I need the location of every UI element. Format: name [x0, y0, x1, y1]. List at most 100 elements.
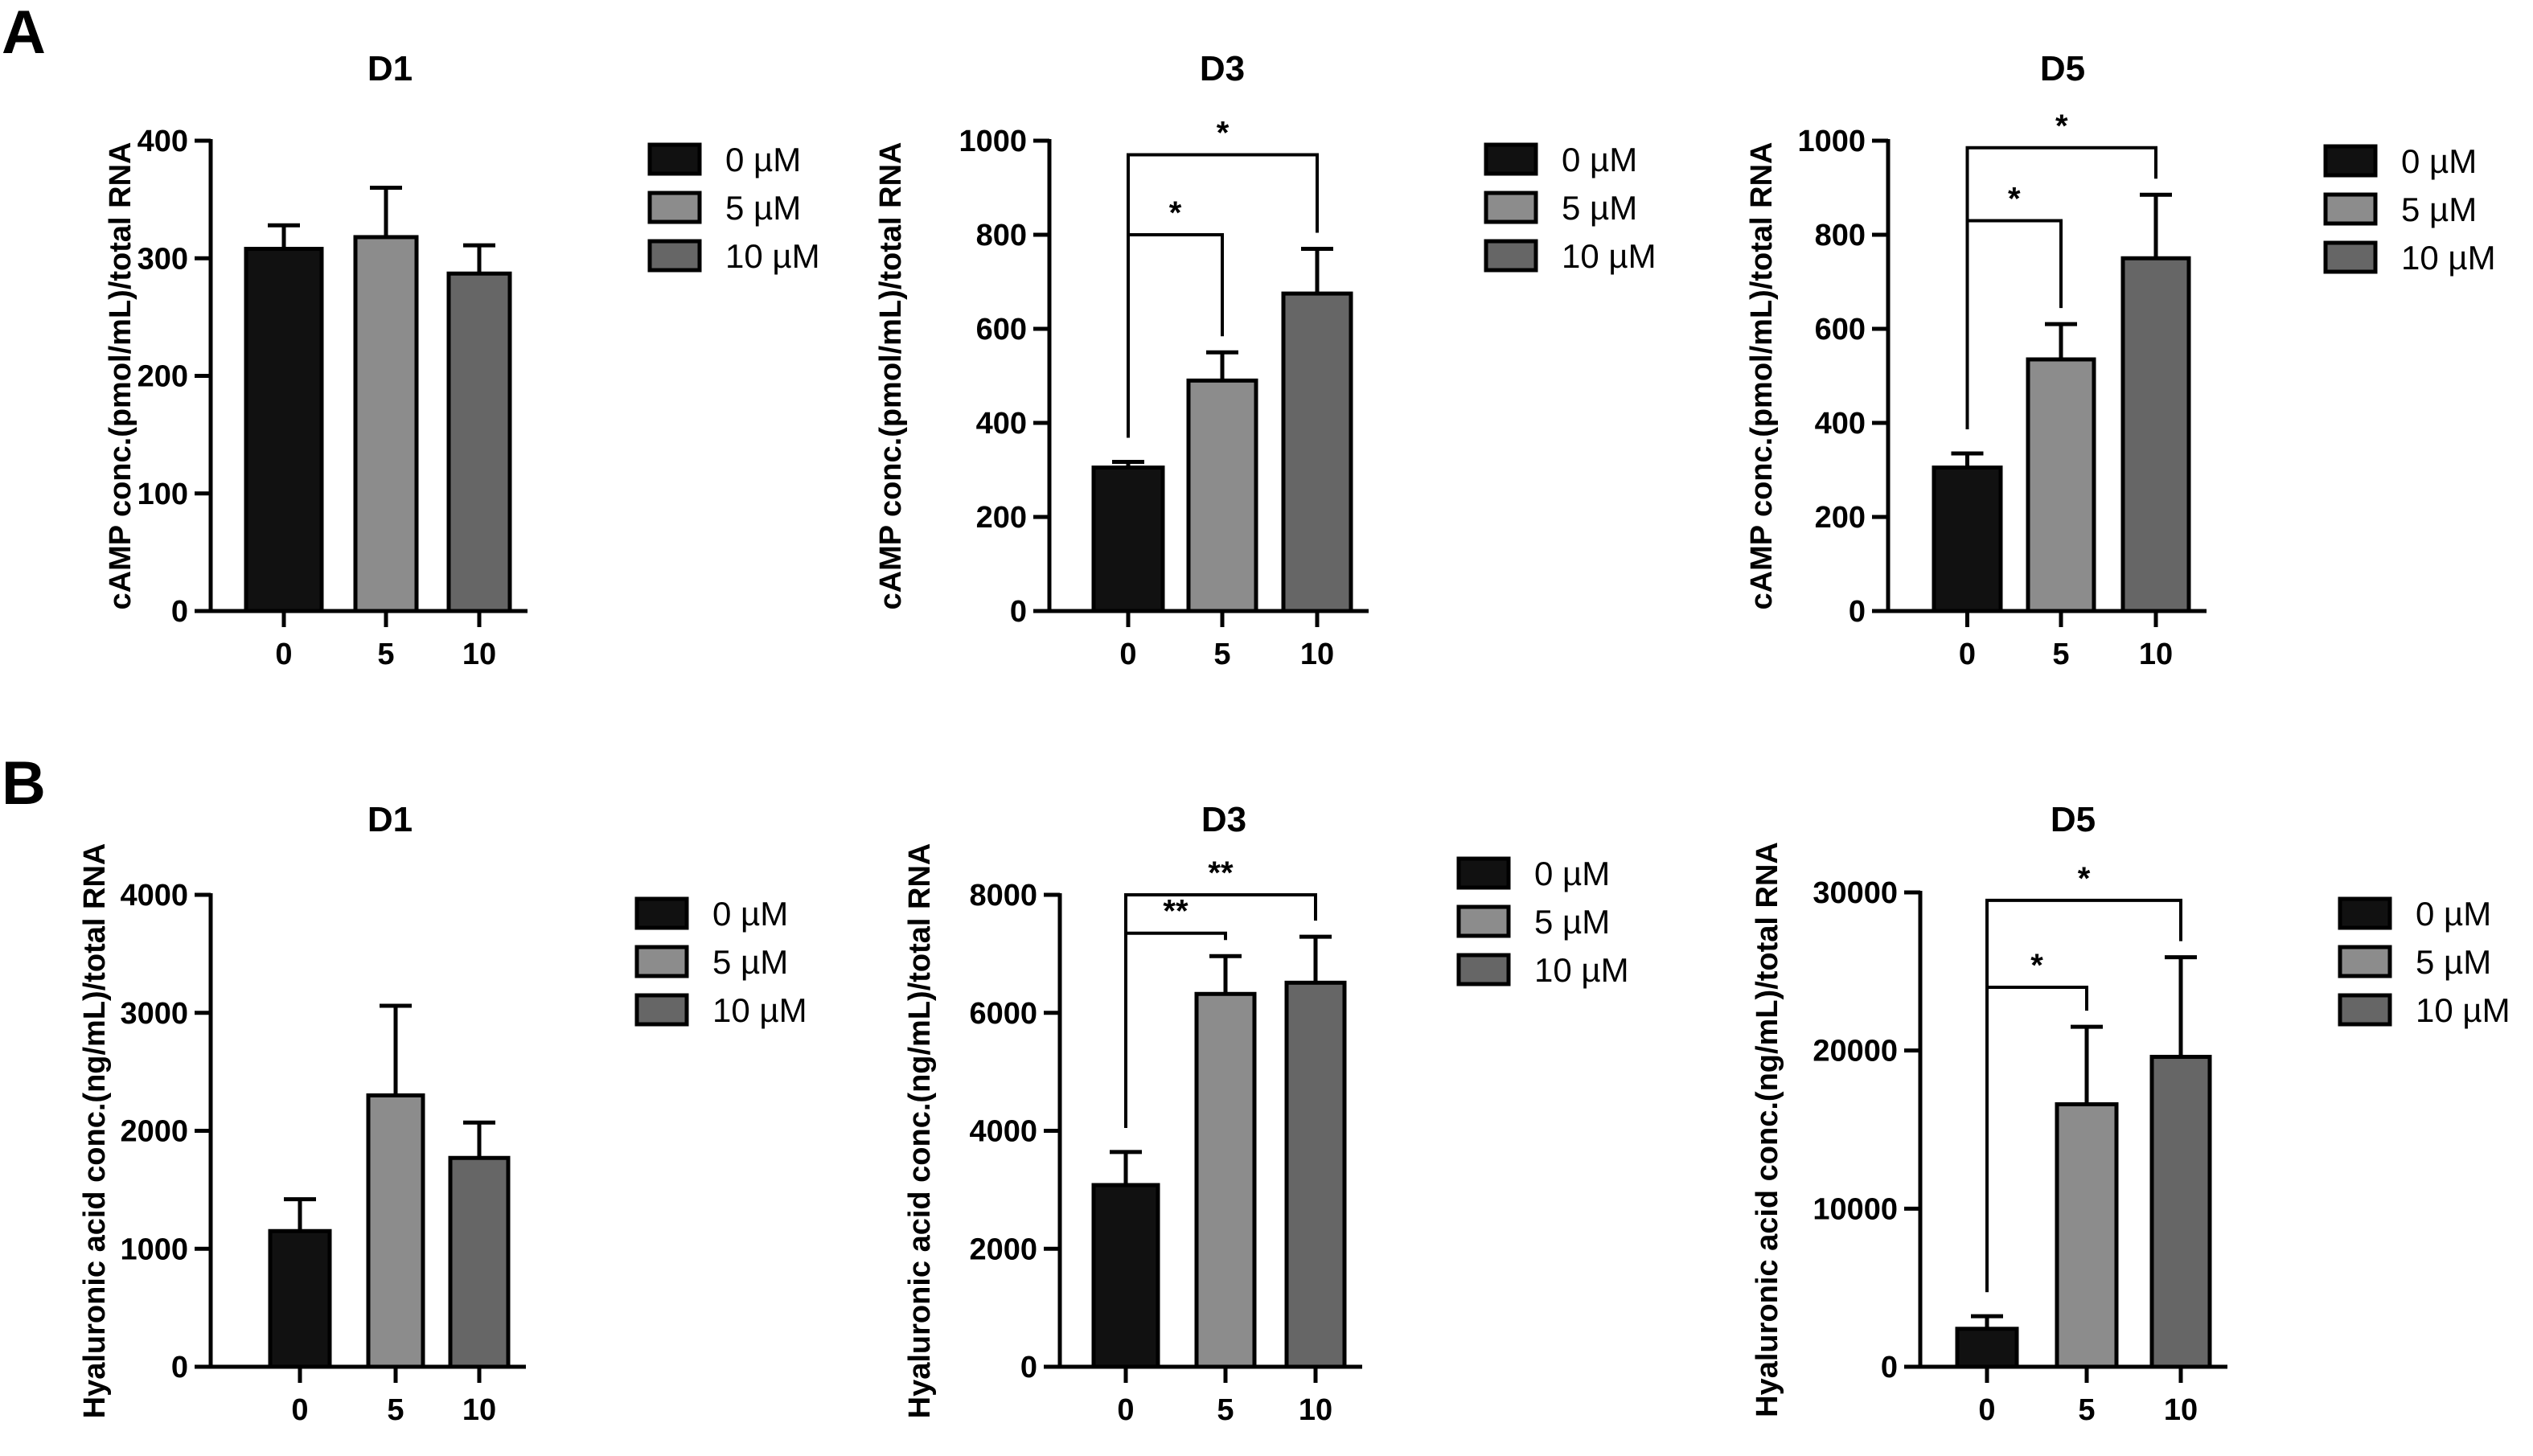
legend-label: 0 µM — [1534, 855, 1610, 892]
y-tick-label: 200 — [138, 360, 188, 394]
x-tick-label: 0 — [1959, 638, 1976, 671]
legend-label: 10 µM — [2401, 239, 2496, 277]
y-tick-label: 30000 — [1813, 876, 1898, 910]
y-axis-label: Hyaluronic acid conc.(ng/mL)/total RNA — [78, 843, 112, 1419]
y-tick-label: 20000 — [1813, 1035, 1898, 1068]
legend-swatch — [634, 896, 689, 930]
x-tick-label: 10 — [2139, 638, 2173, 671]
legend-label: 10 µM — [712, 991, 807, 1029]
legend-label: 10 µM — [1562, 237, 1657, 275]
significance-label: * — [1217, 116, 1230, 151]
y-tick-label: 0 — [171, 1351, 188, 1384]
legend-label: 10 µM — [725, 237, 820, 275]
y-tick-label: 300 — [138, 242, 188, 276]
legend-label: 0 µM — [2401, 142, 2477, 180]
x-tick-label: 0 — [1119, 638, 1136, 671]
y-tick-label: 0 — [1881, 1351, 1898, 1384]
bar-0 — [268, 1228, 332, 1369]
legend-label: 5 µM — [712, 943, 788, 981]
legend-swatch — [2338, 896, 2392, 930]
y-tick-label: 200 — [1815, 501, 1866, 535]
legend-swatch — [647, 191, 702, 224]
significance-label: * — [2030, 948, 2043, 983]
significance-bracket — [1124, 893, 1317, 1128]
bar-10 — [1281, 291, 1353, 613]
y-tick-label: 200 — [976, 501, 1027, 535]
legend-swatch — [647, 142, 702, 176]
legend-label: 0 µM — [1562, 141, 1637, 178]
y-tick-label: 600 — [1815, 313, 1866, 347]
panel-letter-a: A — [2, 0, 46, 67]
significance-bracket — [1127, 153, 1319, 438]
legend-label: 0 µM — [712, 895, 788, 933]
y-tick-label: 1000 — [120, 1232, 188, 1266]
bar-5 — [1186, 378, 1258, 613]
x-tick-label: 5 — [1217, 1393, 1234, 1427]
bar-0 — [1932, 466, 2003, 613]
x-tick-label: 0 — [291, 1393, 308, 1427]
x-tick-label: 5 — [2078, 1393, 2095, 1427]
y-axis-label: cAMP conc.(pmol/mL)/total RNA — [1745, 142, 1779, 610]
x-tick-label: 10 — [1300, 638, 1334, 671]
legend-swatch — [634, 993, 689, 1027]
y-tick-label: 800 — [1815, 219, 1866, 252]
legend-label: 5 µM — [2401, 191, 2477, 228]
significance-label: * — [2055, 109, 2068, 144]
y-tick-label: 400 — [1815, 407, 1866, 441]
y-tick-label: 3000 — [120, 997, 188, 1031]
legend-swatch — [2338, 945, 2392, 978]
significance-label: ** — [1208, 855, 1234, 891]
legend-swatch — [1456, 953, 1511, 986]
panel-letter-b: B — [2, 749, 46, 818]
chart-title: D3 — [1200, 49, 1245, 88]
y-tick-label: 800 — [976, 219, 1027, 252]
y-tick-label: 600 — [976, 313, 1027, 347]
x-tick-label: 5 — [377, 638, 394, 671]
significance-label: * — [2008, 181, 2021, 216]
chart-b-d5: D5 Hyaluronic acid conc.(ng/mL)/total RNA… — [1751, 800, 2510, 1427]
x-tick-label: 5 — [2052, 638, 2069, 671]
legend-label: 5 µM — [725, 189, 801, 227]
legend-swatch — [1484, 191, 1538, 224]
legend-swatch — [634, 945, 689, 978]
significance-label: * — [1169, 195, 1182, 231]
bar-5 — [1194, 991, 1257, 1369]
chart-title: D5 — [2040, 49, 2085, 88]
y-axis-label: Hyaluronic acid conc.(ng/mL)/total RNA — [903, 843, 937, 1419]
chart-a-d3: D3 cAMP conc.(pmol/mL)/total RNA 0 200 400 60… — [874, 49, 1657, 671]
x-tick-label: 0 — [275, 638, 292, 671]
chart-title: D1 — [367, 49, 413, 88]
legend-swatch — [1456, 904, 1511, 938]
significance-label: ** — [1163, 894, 1188, 929]
legend-swatch — [1456, 856, 1511, 890]
y-tick-label: 2000 — [120, 1115, 188, 1149]
legend-label: 0 µM — [2416, 895, 2491, 933]
legend-swatch — [1484, 142, 1538, 176]
x-tick-label: 0 — [1978, 1393, 1995, 1427]
bar-5 — [2055, 1102, 2119, 1369]
legend-swatch — [2323, 192, 2378, 226]
bar-5 — [2026, 357, 2096, 613]
legend-swatch — [647, 239, 702, 273]
chart-b-d1: D1 Hyaluronic acid conc.(ng/mL)/total RNA… — [78, 800, 807, 1427]
bar-10 — [1284, 980, 1347, 1369]
y-axis-label: cAMP conc.(pmol/mL)/total RNA — [104, 142, 138, 610]
chart-title: D3 — [1201, 800, 1246, 839]
bar-10 — [448, 1155, 511, 1369]
y-tick-label: 1000 — [1797, 125, 1866, 158]
legend-swatch — [1484, 239, 1538, 273]
y-tick-label: 10000 — [1813, 1192, 1898, 1226]
legend-label: 10 µM — [2416, 991, 2510, 1029]
legend-label: 5 µM — [1562, 189, 1637, 227]
y-tick-label: 4000 — [969, 1115, 1037, 1149]
bar-0 — [1955, 1327, 2019, 1369]
legend-label: 10 µM — [1534, 951, 1629, 989]
x-tick-label: 10 — [462, 1393, 496, 1427]
x-tick-label: 10 — [462, 638, 496, 671]
y-tick-label: 2000 — [969, 1232, 1037, 1266]
x-tick-label: 5 — [1213, 638, 1230, 671]
y-tick-label: 0 — [1020, 1351, 1037, 1384]
